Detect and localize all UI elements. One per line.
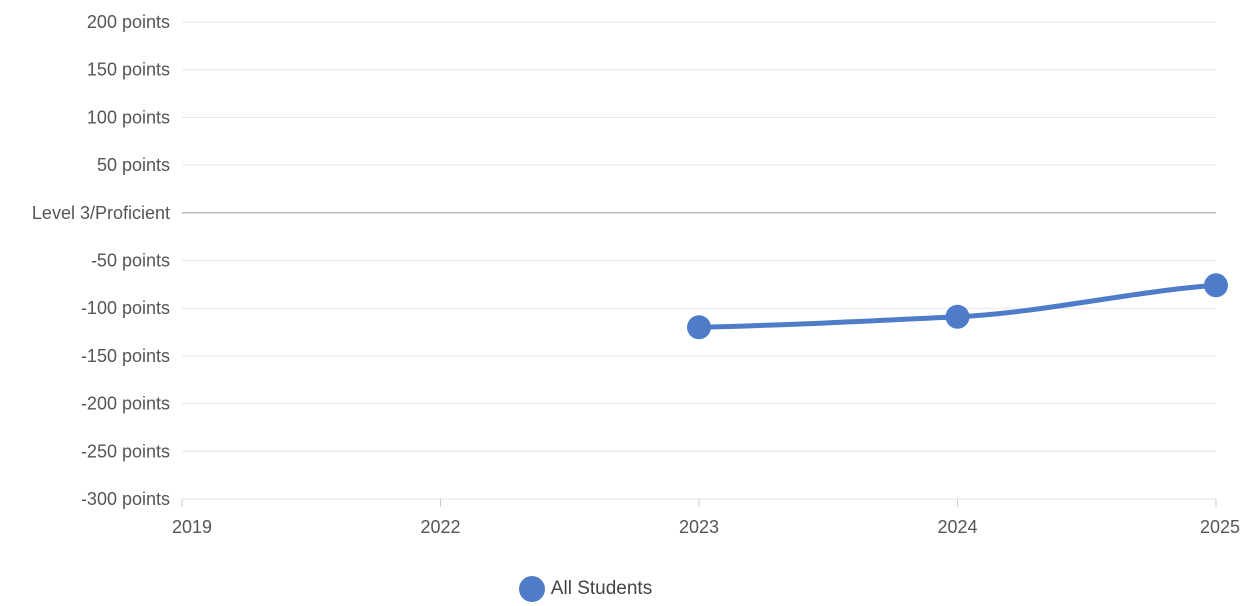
- y-tick-label: 100 points: [87, 107, 170, 127]
- y-tick-label: -50 points: [91, 251, 170, 271]
- y-tick-label: -100 points: [81, 298, 170, 318]
- y-tick-label: -200 points: [81, 394, 170, 414]
- x-axis-tick-labels: 2019 2022 2023 2024 2025: [172, 499, 1240, 537]
- series-all-students: [687, 273, 1228, 340]
- y-tick-label: -150 points: [81, 346, 170, 366]
- legend-item-all-students[interactable]: All Students: [518, 576, 653, 602]
- data-point[interactable]: [945, 304, 970, 329]
- x-tick-label: 2022: [420, 517, 460, 537]
- data-point[interactable]: [687, 315, 711, 340]
- x-tick-label: 2025: [1200, 517, 1240, 537]
- y-tick-label: 50 points: [97, 155, 170, 175]
- y-tick-label: -250 points: [81, 441, 170, 461]
- legend-label: All Students: [550, 578, 653, 599]
- y-tick-label: -300 points: [81, 489, 170, 509]
- legend-marker: [518, 576, 545, 602]
- line-chart: 200 points 150 points 100 points 50 points L…: [32, 12, 1240, 537]
- legend: All Students: [0, 572, 1247, 606]
- data-point[interactable]: [1204, 273, 1228, 298]
- x-tick-label: 2019: [172, 517, 212, 537]
- y-tick-label: Level 3/Proficient: [32, 203, 170, 223]
- y-tick-label: 150 points: [87, 60, 170, 80]
- x-tick-label: 2024: [937, 517, 977, 537]
- x-tick-label: 2023: [679, 517, 719, 537]
- y-axis-tick-labels: 200 points 150 points 100 points 50 points L…: [32, 12, 170, 509]
- grid-lines: [182, 21, 1216, 500]
- y-tick-label: 200 points: [87, 12, 170, 32]
